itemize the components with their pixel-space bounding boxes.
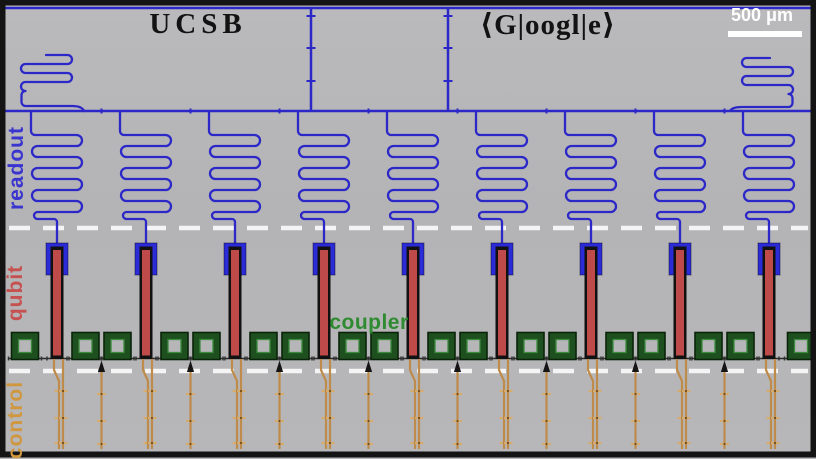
coupler-square [786,331,816,361]
coupler-square [427,331,456,361]
coupler-control-line [453,365,462,449]
coupler-square [103,331,132,361]
coupler-square [637,331,666,361]
qubit [668,242,692,359]
qubit-control-line-pair [230,359,246,449]
coupler-square [605,331,634,361]
qubit-control-line-pair [141,359,157,449]
qubit-control-line-pair [764,359,780,449]
coupler-control-line [97,365,106,449]
control-lines [52,359,780,449]
qubit [45,242,69,359]
qubit-control-line-pair [497,359,513,449]
launcher-meander-left [19,53,86,113]
readout-resonator [29,110,84,245]
coupler-control-line [186,365,195,449]
launcher-meander-right [728,56,795,113]
label-coupler: coupler [329,311,409,334]
qubit-control-line-pair [408,359,424,449]
coupler-arrow [275,360,284,372]
qubit [312,242,336,359]
coupler-square [459,331,488,361]
qubit [223,242,247,359]
qubit [757,242,781,359]
readout-resonator [652,110,707,245]
coupler-control-line [631,365,640,449]
coupler-square [694,331,723,361]
title-google: ⟨G|oogl|e⟩ [479,9,617,41]
coupler-arrows [97,360,729,372]
coupler-arrow [720,360,729,372]
coupler-arrow [97,360,106,372]
section-divider-dashed-lines [9,225,808,374]
qubit-control-line-pair [586,359,602,449]
qubit [401,242,425,359]
coupler-arrow [364,360,373,372]
readout-resonator [385,110,440,245]
coupler-square [160,331,189,361]
coupler-square [10,331,40,361]
coupler-control-line [720,365,729,449]
scale-bar [728,31,802,37]
readout-feedline-network [5,6,811,114]
coupler-arrow [453,360,462,372]
scale-bar-label: 500 μm [730,5,794,25]
readout-resonator [563,110,618,245]
title-ucsb: UCSB [149,8,247,40]
coupler-arrow [542,360,551,372]
qubit [134,242,158,359]
coupler-control-line [275,365,284,449]
coupler-square [516,331,545,361]
qubits [45,242,781,359]
readout-resonator [474,110,529,245]
coupler-square [71,331,100,361]
coupler-arrow [186,360,195,372]
coupler-squares [10,331,816,361]
coupler-square [548,331,577,361]
coupler-control-line [364,365,373,449]
label-qubit: qubit [4,264,27,322]
coupler-square [726,331,755,361]
readout-resonator [118,110,173,245]
readout-resonators [29,110,796,245]
coupler-control-line [542,365,551,449]
coupler-square [281,331,310,361]
coupler-arrow [631,360,640,372]
qubit-control-line-pair [675,359,691,449]
readout-resonator [207,110,262,245]
qubit [579,242,603,359]
qubit-control-line-pair [52,359,68,449]
qubit-control-line-pair [319,359,335,449]
readout-resonator [741,110,796,245]
coupler-square [249,331,278,361]
coupler-square [192,331,221,361]
qubit [490,242,514,359]
coupler-square [370,331,399,361]
label-readout: readout [5,126,28,211]
coupler-square [338,331,367,361]
label-control: control [4,380,27,459]
readout-resonator [296,110,351,245]
